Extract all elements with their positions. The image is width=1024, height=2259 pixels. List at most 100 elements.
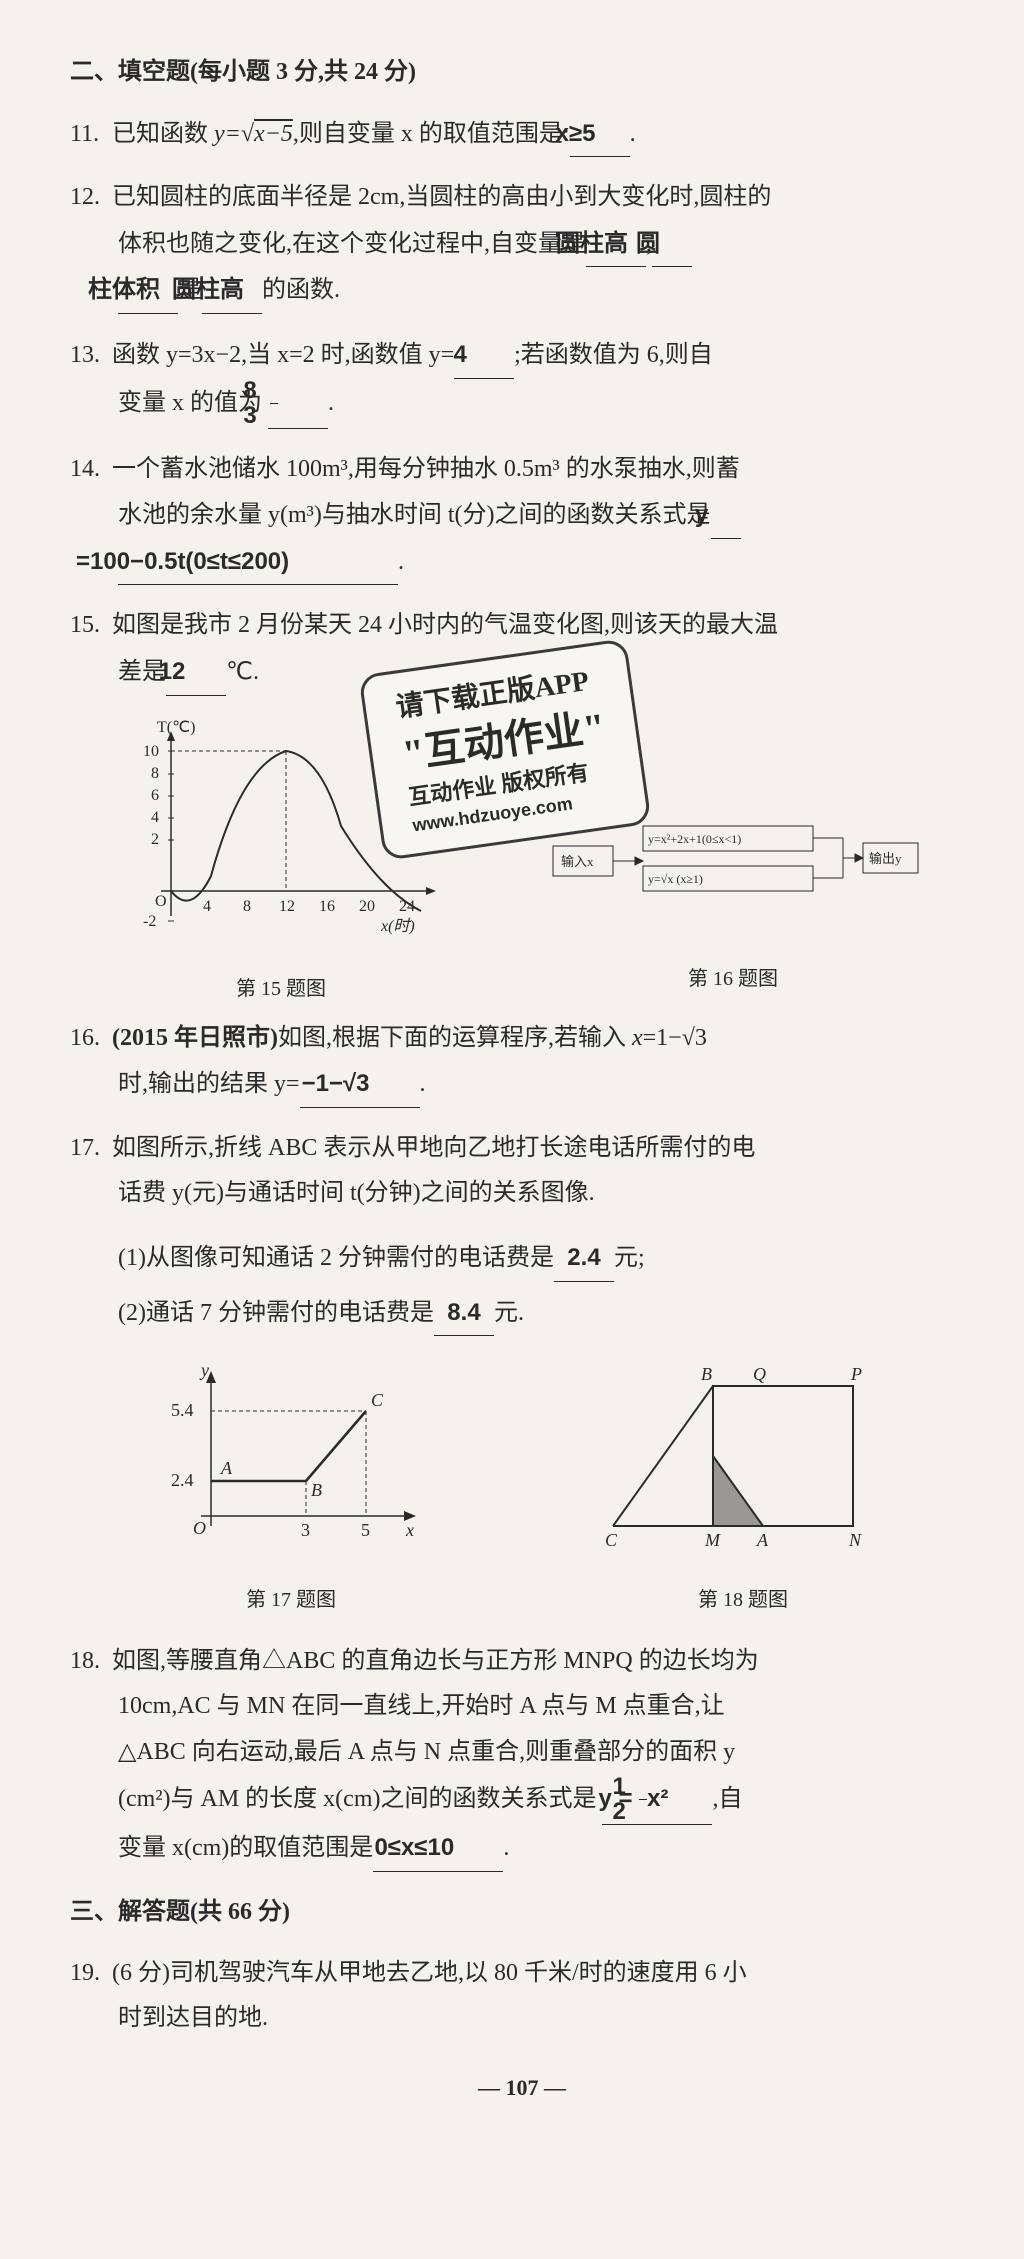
svg-text:y: y: [199, 1360, 209, 1380]
q12-blank3: 圆柱高: [202, 267, 262, 314]
figure-18-svg: B Q P C M A N: [593, 1356, 893, 1556]
q12-line2a: 体积也随之变化,在这个变化过程中,自变量是: [118, 231, 586, 257]
q13-blank1: 4: [454, 332, 514, 379]
q13-blank2: 83: [268, 379, 328, 429]
svg-text:5.4: 5.4: [171, 1400, 194, 1420]
page-number: — 107 —: [70, 2067, 974, 2109]
q19-line1: (6 分)司机驾驶汽车从甲地去乙地,以 80 千米/时的速度用 6 小: [112, 1960, 747, 1986]
problem-19: 19.(6 分)司机驾驶汽车从甲地去乙地,以 80 千米/时的速度用 6 小 时…: [70, 1951, 974, 2042]
q12-line1: 已知圆柱的底面半径是 2cm,当圆柱的高由小到大变化时,圆柱的: [112, 184, 771, 210]
q12-blank2b: 柱体积: [118, 267, 178, 314]
q15-blank: 12: [166, 649, 226, 696]
q18-line3: △ABC 向右运动,最后 A 点与 N 点重合,则重叠部分的面积 y: [118, 1739, 735, 1765]
q16-blank: −1−√3: [300, 1061, 420, 1108]
svg-text:8: 8: [243, 898, 251, 915]
q11-answer: x≥5: [570, 111, 630, 158]
problem-15: 15.如图是我市 2 月份某天 24 小时内的气温变化图,则该天的最大温 差是1…: [70, 603, 974, 695]
svg-text:x: x: [405, 1520, 414, 1540]
section-2-header: 二、填空题(每小题 3 分,共 24 分): [70, 50, 974, 96]
q14-num: 14.: [70, 447, 112, 493]
q13-line1b: ;若函数值为 6,则自: [514, 342, 713, 368]
svg-text:O: O: [193, 1518, 206, 1538]
q13-line1a: 函数 y=3x−2,当 x=2 时,函数值 y=: [112, 342, 454, 368]
q12-line3b: 的函数.: [262, 277, 340, 303]
q15-line2b: ℃.: [226, 659, 259, 685]
q15-line1: 如图是我市 2 月份某天 24 小时内的气温变化图,则该天的最大温: [112, 612, 778, 638]
svg-text:4: 4: [203, 898, 211, 915]
q14-line2a: 水池的余水量 y(m³)与抽水时间 t(分)之间的函数关系式是: [118, 502, 711, 528]
svg-text:N: N: [848, 1530, 862, 1550]
q18-line2: 10cm,AC 与 MN 在同一直线上,开始时 A 点与 M 点重合,让: [118, 1693, 725, 1719]
figure-16-svg: 输入x y=x²+2x+1(0≤x<1) y=√x (x≥1) 输出y: [543, 796, 923, 936]
svg-text:20: 20: [359, 898, 375, 915]
section-3-header: 三、解答题(共 66 分): [70, 1890, 974, 1936]
figures-15-16-row: T(℃) 10 8 6 4 2 -2 O 4812162024 x(时) 第 1…: [70, 716, 974, 996]
svg-text:输入x: 输入x: [561, 854, 594, 869]
svg-text:3: 3: [301, 1520, 310, 1540]
q13-num: 13.: [70, 333, 112, 379]
q17-sub1a: (1)从图像可知通话 2 分钟需付的电话费是: [118, 1245, 554, 1271]
figure-15-svg: T(℃) 10 8 6 4 2 -2 O 4812162024 x(时): [121, 716, 441, 946]
q16-num: 16.: [70, 1016, 112, 1062]
q13-line2b: .: [328, 389, 334, 415]
q18-line5a: 变量 x(cm)的取值范围是: [118, 1835, 373, 1861]
q16-source: (2015 年日照市): [112, 1025, 278, 1051]
figure-16: 输入x y=x²+2x+1(0≤x<1) y=√x (x≥1) 输出y 第 16…: [543, 796, 923, 996]
svg-text:A: A: [220, 1458, 233, 1478]
problem-17: 17.如图所示,折线 ABC 表示从甲地向乙地打长途电话所需付的电 话费 y(元…: [70, 1126, 974, 1217]
svg-text:5: 5: [361, 1520, 370, 1540]
q16-line2b: .: [420, 1071, 426, 1097]
svg-text:2: 2: [151, 831, 159, 848]
q17-sub1b: 元;: [614, 1245, 645, 1271]
q11-text-c: .: [630, 121, 636, 147]
svg-text:4: 4: [151, 809, 159, 826]
q19-line2: 时到达目的地.: [118, 2005, 268, 2031]
q17-sub2b: 元.: [494, 1300, 524, 1326]
svg-text:M: M: [704, 1530, 721, 1550]
figure-18: B Q P C M A N 第 18 题图: [593, 1356, 893, 1619]
q11-formula: y=√x−5: [214, 121, 293, 147]
q17-sub2a: (2)通话 7 分钟需付的电话费是: [118, 1300, 434, 1326]
svg-text:16: 16: [319, 898, 335, 915]
svg-text:A: A: [756, 1530, 769, 1550]
q18-line4a: (cm²)与 AM 的长度 x(cm)之间的函数关系式是: [118, 1786, 596, 1812]
fig16-caption: 第 16 题图: [543, 960, 923, 998]
q17-sub1-blank: 2.4: [554, 1235, 614, 1282]
svg-text:6: 6: [151, 787, 159, 804]
q11-text-a: 已知函数: [112, 121, 214, 147]
q13-line2a: 变量 x 的值为: [118, 389, 262, 415]
q18-blank2: 0≤x≤10: [373, 1825, 503, 1872]
q17-num: 17.: [70, 1126, 112, 1172]
q18-num: 18.: [70, 1639, 112, 1685]
q18-blank1: y = 12x²: [602, 1775, 712, 1825]
svg-text:10: 10: [143, 743, 159, 760]
svg-text:y=x²+2x+1(0≤x<1): y=x²+2x+1(0≤x<1): [648, 832, 741, 846]
svg-text:x(时): x(时): [380, 917, 415, 935]
svg-text:T(℃): T(℃): [157, 719, 195, 736]
q11-num: 11.: [70, 112, 112, 158]
q14-line2b: .: [398, 549, 404, 575]
svg-text:y=√x (x≥1): y=√x (x≥1): [648, 872, 703, 886]
problem-12: 12.已知圆柱的底面半径是 2cm,当圆柱的高由小到大变化时,圆柱的 体积也随之…: [70, 175, 974, 314]
q14-blank2: =100−0.5t(0≤t≤200): [118, 539, 398, 586]
fig18-caption: 第 18 题图: [593, 1581, 893, 1619]
q15-num: 15.: [70, 603, 112, 649]
svg-text:O: O: [155, 893, 167, 910]
problem-16: 16.(2015 年日照市)如图,根据下面的运算程序,若输入 x=1−√3 时,…: [70, 1016, 974, 1108]
svg-text:8: 8: [151, 765, 159, 782]
svg-text:-2: -2: [143, 913, 156, 930]
q11-text-b: ,则自变量 x 的取值范围是:: [293, 121, 570, 147]
q18-line5b: .: [503, 1835, 509, 1861]
svg-text:2.4: 2.4: [171, 1470, 194, 1490]
q17-line1: 如图所示,折线 ABC 表示从甲地向乙地打长途电话所需付的电: [112, 1135, 755, 1161]
svg-text:C: C: [605, 1530, 618, 1550]
figure-17-svg: y x O 5.4 2.4 3 5 A B C: [151, 1356, 431, 1556]
problem-18: 18.如图,等腰直角△ABC 的直角边长与正方形 MNPQ 的边长均为 10cm…: [70, 1639, 974, 1872]
fig15-caption: 第 15 题图: [121, 970, 441, 1008]
problem-13: 13.函数 y=3x−2,当 x=2 时,函数值 y=4;若函数值为 6,则自 …: [70, 332, 974, 429]
q17-sub1: (1)从图像可知通话 2 分钟需付的电话费是2.4元;: [70, 1235, 974, 1282]
svg-text:12: 12: [279, 898, 295, 915]
figure-15: T(℃) 10 8 6 4 2 -2 O 4812162024 x(时) 第 1…: [121, 716, 441, 996]
q18-line1: 如图,等腰直角△ABC 的直角边长与正方形 MNPQ 的边长均为: [112, 1648, 759, 1674]
svg-text:输出y: 输出y: [869, 851, 902, 866]
